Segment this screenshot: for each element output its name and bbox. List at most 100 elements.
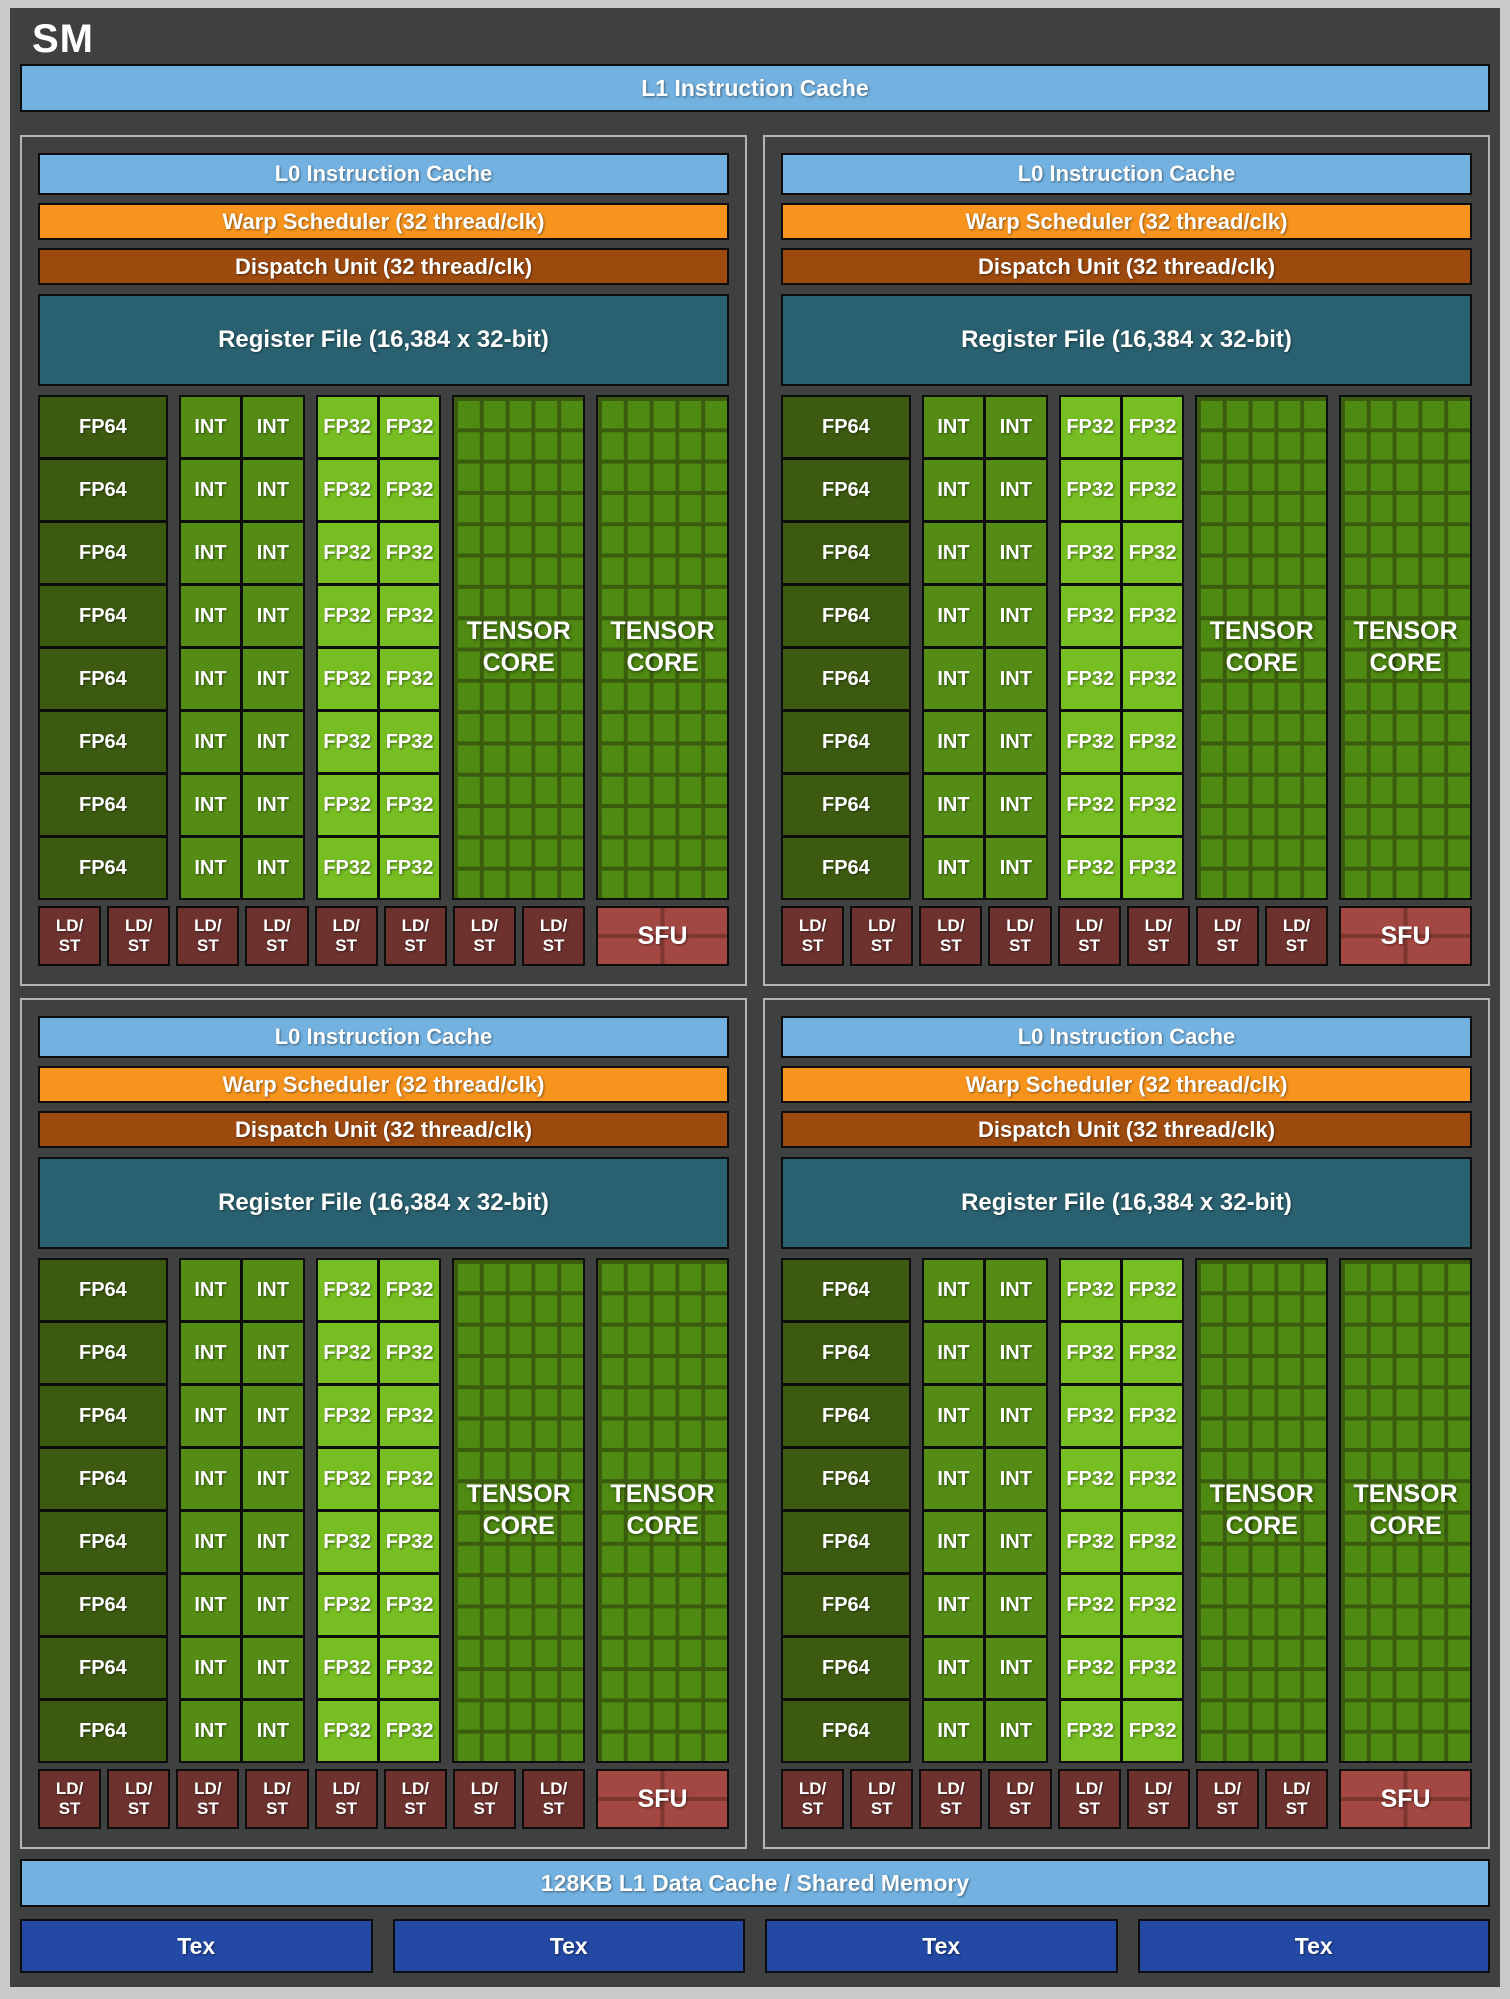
int-cell: INT	[180, 1323, 241, 1383]
int-cell: INT	[180, 1575, 241, 1635]
tex-unit: Tex	[1137, 1919, 1490, 1973]
ldst-unit: LD/ST	[850, 906, 914, 966]
ldst-label-line1: LD/	[1213, 1779, 1242, 1799]
tensor-core-label: TENSOR CORE	[1197, 1260, 1326, 1761]
fp32-cell: FP32	[1060, 1701, 1120, 1761]
fp32-cell: FP32	[1060, 1512, 1120, 1572]
ldst-row: LD/ST LD/ST LD/ST LD/ST LD/ST LD/ST LD/ST LD/ST	[38, 906, 586, 966]
fp32-cell: FP32	[379, 1575, 440, 1635]
int-cell: INT	[243, 838, 303, 898]
sm-title: SM	[32, 16, 94, 61]
register-file-block: Register File (16,384 x 32-bit)	[38, 1157, 729, 1249]
int-cell: INT	[986, 397, 1046, 457]
fp32-cell: FP32	[379, 1449, 440, 1509]
int-cell: INT	[243, 1575, 303, 1635]
dispatch-unit-bar: Dispatch Unit (32 thread/clk)	[38, 248, 729, 285]
ldst-label-line1: LD/	[401, 916, 429, 936]
int-cell: INT	[986, 1701, 1046, 1761]
fp32-cell: FP32	[379, 1323, 440, 1383]
fp32-cell: FP32	[1060, 1449, 1120, 1509]
fp32-cell: FP32	[317, 523, 377, 583]
ldst-unit: LD/ST	[1195, 906, 1259, 966]
int-cell: INT	[923, 1575, 984, 1635]
ldst-row: LD/ST LD/ST LD/ST LD/ST LD/ST LD/ST LD/ST LD/ST	[38, 1769, 586, 1829]
ldst-label-line2: ST	[404, 936, 427, 955]
ldst-label-line1: LD/	[125, 916, 153, 936]
int-cell: INT	[180, 1638, 241, 1698]
ldst-unit: LD/ST	[452, 1769, 516, 1829]
ldst-row: LD/ST LD/ST LD/ST LD/ST LD/ST LD/ST LD/ST LD/ST	[781, 1769, 1329, 1829]
tex-unit: Tex	[392, 1919, 745, 1973]
fp32-cell: FP32	[1060, 712, 1120, 772]
ldst-label-line1: LD/	[539, 1779, 568, 1799]
tensor-core-label-line2: CORE	[1225, 648, 1298, 677]
ldst-label-line2: ST	[1216, 1799, 1239, 1818]
fp32-cell: FP32	[379, 1701, 440, 1761]
ldst-label-line1: LD/	[1075, 1779, 1103, 1799]
fp32-cell: FP32	[1122, 523, 1183, 583]
fp32-cell: FP32	[317, 1386, 377, 1446]
fp32-cell: FP32	[1060, 1260, 1120, 1320]
fp64-cell: FP64	[40, 838, 166, 898]
fp32-cell: FP32	[1122, 1575, 1183, 1635]
int-cell: INT	[243, 460, 303, 520]
int-cell: INT	[923, 649, 984, 709]
int-cell: INT	[243, 1701, 303, 1761]
ldst-label-line1: LD/	[1144, 1779, 1172, 1799]
tensor-core-label-line2: CORE	[482, 648, 555, 677]
ldst-unit: LD/ST	[521, 1769, 586, 1829]
tensor-core-label: TENSOR CORE	[598, 1260, 727, 1761]
int-cell: INT	[180, 1386, 241, 1446]
ldst-label-line1: LD/	[798, 916, 827, 936]
fp32-cell: FP32	[317, 1638, 377, 1698]
fp32-cell: FP32	[1122, 838, 1183, 898]
ldst-label-line2: ST	[335, 1799, 357, 1818]
fp64-cell: FP64	[40, 775, 166, 835]
fp32-cell: FP32	[1060, 1575, 1120, 1635]
int-cell: INT	[923, 712, 984, 772]
int-cell: INT	[923, 1386, 984, 1446]
int-cell: INT	[243, 523, 303, 583]
l1-instruction-cache-bar: L1 Instruction Cache	[20, 64, 1490, 112]
ldst-unit: LD/ST	[314, 906, 378, 966]
fp32-cell: FP32	[379, 586, 440, 646]
fp32-cell: FP32	[379, 649, 440, 709]
ldst-unit: LD/ST	[1126, 1769, 1190, 1829]
ldst-label-line1: LD/	[1006, 916, 1034, 936]
fp64-cell: FP64	[783, 460, 909, 520]
tensor-core-label: TENSOR CORE	[1341, 397, 1470, 898]
fp32-cell: FP32	[317, 460, 377, 520]
fp32-cell: FP32	[379, 397, 440, 457]
ldst-label-line2: ST	[1147, 936, 1170, 955]
ldst-unit: LD/ST	[1057, 906, 1121, 966]
int-cell: INT	[923, 397, 984, 457]
int-cell: INT	[923, 775, 984, 835]
warp-scheduler-bar: Warp Scheduler (32 thread/clk)	[38, 203, 729, 240]
tensor-core-label-line2: CORE	[1369, 1511, 1442, 1540]
tensor-core-label-line1: TENSOR	[610, 1480, 715, 1509]
fp32-cell: FP32	[1060, 1386, 1120, 1446]
core-grid: FP64 FP64 FP64 FP64 FP64 FP64 FP64 FP64 INT INT I…	[781, 395, 1472, 966]
int-cell: INT	[986, 586, 1046, 646]
int-cell: INT	[923, 838, 984, 898]
register-file-block: Register File (16,384 x 32-bit)	[781, 1157, 1472, 1249]
dispatch-unit-bar: Dispatch Unit (32 thread/clk)	[38, 1111, 729, 1148]
fp64-cell: FP64	[40, 1386, 166, 1446]
ldst-unit: LD/ST	[314, 1769, 378, 1829]
ldst-label-line1: LD/	[470, 916, 499, 936]
int-cell: INT	[986, 523, 1046, 583]
ldst-label-line2: ST	[801, 936, 824, 955]
fp32-cell: FP32	[317, 1323, 377, 1383]
int-cell: INT	[923, 1638, 984, 1698]
int-cell: INT	[243, 1386, 303, 1446]
fp64-cell: FP64	[783, 649, 909, 709]
int-cell: INT	[243, 1512, 303, 1572]
fp64-cell: FP64	[40, 1323, 166, 1383]
ldst-label-line2: ST	[1147, 1799, 1170, 1818]
tensor-core-label-line2: CORE	[1369, 648, 1442, 677]
sfu-label: SFU	[637, 1784, 688, 1813]
ldst-label-line1: LD/	[1213, 916, 1242, 936]
ldst-label-line2: ST	[801, 1799, 824, 1818]
ldst-label-line1: LD/	[470, 1779, 499, 1799]
fp64-column: FP64 FP64 FP64 FP64 FP64 FP64 FP64 FP64	[38, 395, 168, 900]
